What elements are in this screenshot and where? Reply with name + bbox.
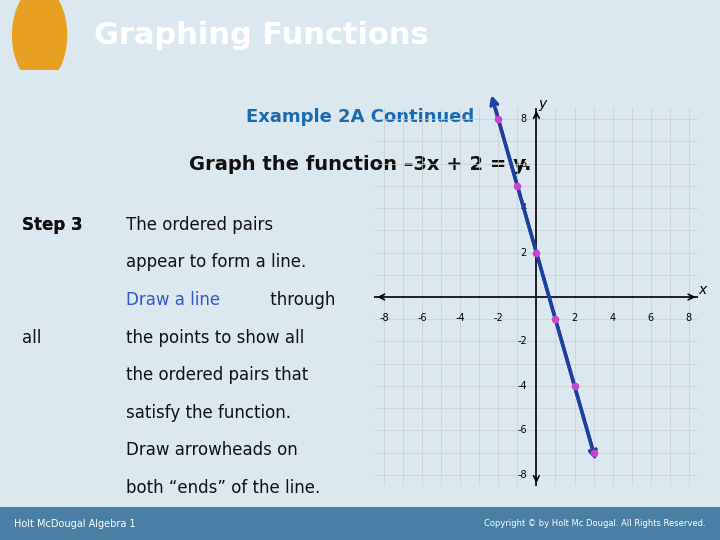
Point: [588, 448, 599, 457]
Text: through: through: [265, 291, 336, 309]
Text: -2: -2: [493, 313, 503, 322]
Text: -6: -6: [517, 426, 527, 435]
Text: Holt McDougal Algebra 1: Holt McDougal Algebra 1: [14, 518, 136, 529]
Text: 2: 2: [521, 247, 527, 258]
Text: 6: 6: [521, 159, 527, 168]
Text: Draw a line: Draw a line: [126, 291, 220, 309]
Text: satisfy the function.: satisfy the function.: [126, 404, 291, 422]
Ellipse shape: [13, 0, 66, 83]
Text: 4: 4: [521, 203, 527, 213]
Text: Graphing Functions: Graphing Functions: [94, 21, 428, 50]
Text: the ordered pairs that: the ordered pairs that: [126, 366, 308, 384]
Text: Graph the function –3x + 2 = y.: Graph the function –3x + 2 = y.: [189, 155, 531, 174]
Text: -2: -2: [517, 336, 527, 347]
Text: appear to form a line.: appear to form a line.: [126, 253, 306, 272]
Text: Example 2A Continued: Example 2A Continued: [246, 108, 474, 126]
Text: Draw arrowheads on: Draw arrowheads on: [126, 441, 298, 460]
Text: 8: 8: [686, 313, 692, 322]
Text: Step 3: Step 3: [22, 216, 82, 234]
Point: [512, 181, 523, 190]
Text: 6: 6: [648, 313, 654, 322]
Point: [531, 248, 542, 257]
Text: 8: 8: [521, 114, 527, 124]
Text: all: all: [22, 328, 41, 347]
Text: the points to show all: the points to show all: [126, 328, 305, 347]
Text: 4: 4: [610, 313, 616, 322]
Text: 2: 2: [572, 313, 577, 322]
Text: The ordered pairs: The ordered pairs: [126, 216, 273, 234]
Text: Copyright © by Holt Mc Dougal. All Rights Reserved.: Copyright © by Holt Mc Dougal. All Right…: [484, 519, 706, 528]
Text: both “ends” of the line.: both “ends” of the line.: [126, 479, 320, 497]
Text: -4: -4: [517, 381, 527, 391]
Text: -8: -8: [379, 313, 389, 322]
Text: -8: -8: [517, 470, 527, 480]
Text: y: y: [538, 97, 546, 111]
Text: -4: -4: [455, 313, 465, 322]
Point: [569, 382, 580, 390]
Text: Step 3: Step 3: [22, 216, 82, 234]
Point: [492, 115, 504, 124]
Text: -6: -6: [417, 313, 427, 322]
Text: x: x: [698, 284, 706, 298]
Point: [549, 315, 561, 323]
FancyBboxPatch shape: [0, 507, 720, 540]
